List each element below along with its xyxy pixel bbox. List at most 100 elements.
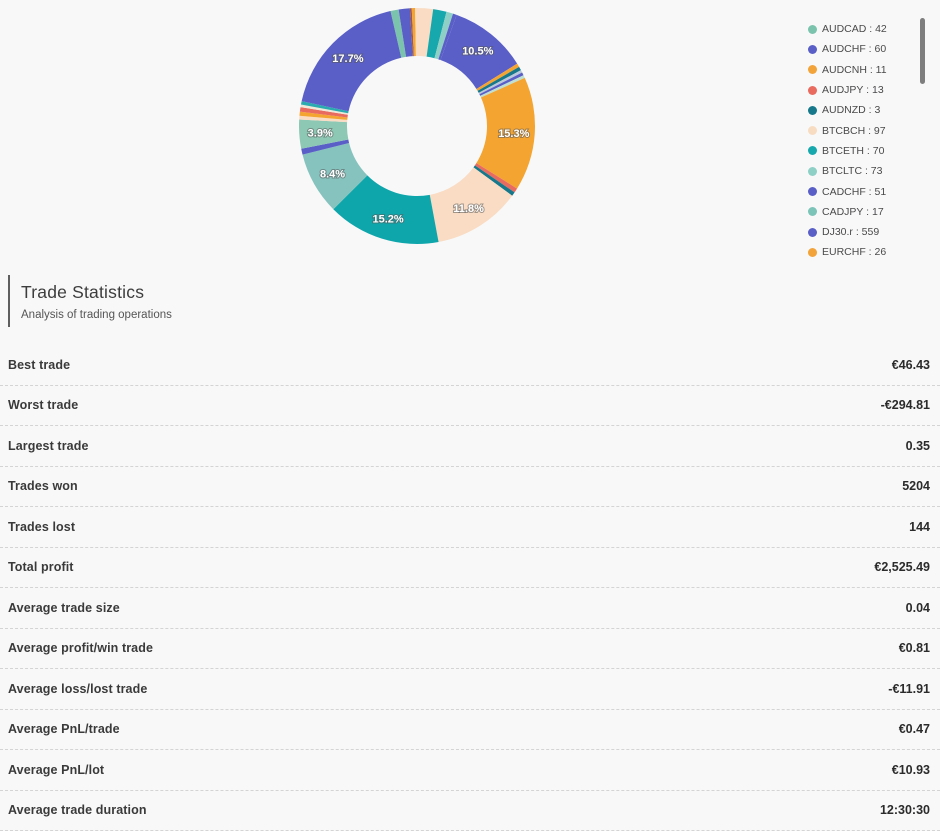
stat-label: Largest trade <box>8 438 89 453</box>
legend-color-dot <box>808 85 817 95</box>
stat-value: 5204 <box>902 479 930 494</box>
donut-slice[interactable] <box>476 63 520 91</box>
donut-slice-17.7%[interactable] <box>301 11 402 112</box>
donut-slice-8.4%[interactable] <box>302 143 368 210</box>
table-row: Average PnL/lot €10.93 <box>0 750 940 791</box>
legend-item-AUDCHF[interactable]: AUDCHF : 60 <box>808 39 904 59</box>
donut-slice-11.8%[interactable] <box>429 167 513 243</box>
donut-slice[interactable] <box>409 8 414 57</box>
donut-slice[interactable] <box>438 13 457 61</box>
legend-color-dot <box>808 24 817 34</box>
slice-percent-label: 3.9% <box>308 128 333 140</box>
donut-slice[interactable] <box>479 72 524 96</box>
stat-label: Average PnL/trade <box>8 722 120 737</box>
legend-color-dot <box>808 146 817 156</box>
stat-label: Best trade <box>8 357 71 372</box>
donut-slice[interactable] <box>415 7 434 57</box>
legend-color-dot <box>808 126 817 136</box>
table-row: Average trade duration 12:30:30 <box>0 791 940 831</box>
slice-percent-label: 15.2% <box>372 214 403 226</box>
legend-item-DJ30.r[interactable]: DJ30.r : 559 <box>808 222 904 242</box>
donut-slice-15.3%[interactable] <box>476 77 536 189</box>
stat-label: Average profit/win trade <box>8 641 154 656</box>
legend-item-label: CADCHF : 51 <box>822 185 887 198</box>
legend-item-label: DJ30.r : 559 <box>822 226 880 239</box>
legend-item-AUDCAD[interactable]: AUDCAD : 42 <box>808 19 904 39</box>
legend-item-CADCHF[interactable]: CADCHF : 51 <box>808 181 904 201</box>
table-row: Average loss/lost trade -€11.91 <box>0 669 940 710</box>
legend-item-EURCHF[interactable]: EURCHF : 26 <box>808 242 904 259</box>
stat-label: Total profit <box>8 560 74 575</box>
table-row: Average profit/win trade €0.81 <box>0 629 940 669</box>
donut-slice[interactable] <box>480 75 525 98</box>
legend-item-label: BTCBCH : 97 <box>822 124 886 137</box>
donut-slice-15.2%[interactable] <box>333 175 439 244</box>
stat-value: €46.43 <box>891 357 930 372</box>
table-row: Best trade €46.43 <box>0 345 940 386</box>
legend-scrollbar-thumb[interactable] <box>920 18 925 84</box>
donut-slice-3.9%[interactable] <box>299 119 349 149</box>
legend-color-dot <box>808 227 817 237</box>
stat-value: -€11.91 <box>888 681 930 696</box>
donut-slice[interactable] <box>390 9 407 58</box>
trades-per-instrument-donut-chart: 10.5% 15.3% 11.8% 15.2% 8.4% 3.9% 17.7% <box>299 7 536 244</box>
donut-slice[interactable] <box>299 115 348 123</box>
stat-label: Average PnL/lot <box>8 762 105 777</box>
donut-slice[interactable] <box>474 163 518 193</box>
stat-label: Worst trade <box>8 398 79 413</box>
legend-color-dot <box>808 105 817 115</box>
donut-slice[interactable] <box>398 8 413 57</box>
stat-value: -€294.81 <box>880 398 930 413</box>
stat-value: 0.35 <box>905 438 930 453</box>
table-row: Trades won 5204 <box>0 467 940 507</box>
table-row: Trades lost 144 <box>0 507 940 548</box>
chart-legend: AUDCAD : 42 AUDCHF : 60 AUDCNH : 11 AUDJPY … <box>808 19 904 259</box>
legend-item-AUDCNH[interactable]: AUDCNH : 11 <box>808 60 904 80</box>
stat-label: Trades won <box>8 479 78 494</box>
legend-item-label: AUDCHF : 60 <box>822 43 887 56</box>
page-subtitle: Analysis of trading operations <box>21 308 172 321</box>
donut-slice[interactable] <box>473 165 515 196</box>
slice-percent-label: 8.4% <box>320 169 345 181</box>
legend-item-AUDNZD[interactable]: AUDNZD : 3 <box>808 100 904 120</box>
legend-item-label: AUDJPY : 13 <box>822 84 884 97</box>
table-row: Average trade size 0.04 <box>0 588 940 629</box>
donut-slice-10.5%[interactable] <box>440 14 518 89</box>
page-title: Trade Statistics <box>21 281 145 302</box>
legend-item-label: AUDCNH : 11 <box>822 63 887 76</box>
stat-label: Average loss/lost trade <box>8 681 148 696</box>
legend-item-BTCLTC[interactable]: BTCLTC : 73 <box>808 161 904 181</box>
donut-slice[interactable] <box>411 8 416 57</box>
stat-value: €0.47 <box>898 722 930 737</box>
legend-item-label: BTCLTC : 73 <box>822 165 883 178</box>
slice-percent-label: 11.8% <box>453 203 484 215</box>
donut-slice[interactable] <box>300 104 349 115</box>
legend-item-label: BTCETH : 70 <box>822 144 885 157</box>
legend-item-label: EURCHF : 26 <box>822 246 887 259</box>
donut-slice[interactable] <box>299 111 348 120</box>
donut-slice[interactable] <box>477 66 521 93</box>
slice-percent-label: 15.3% <box>498 128 529 140</box>
legend-item-BTCETH[interactable]: BTCETH : 70 <box>808 141 904 161</box>
table-row: Worst trade -€294.81 <box>0 386 940 426</box>
legend-color-dot <box>808 44 817 54</box>
donut-slice[interactable] <box>478 70 523 95</box>
donut-slice[interactable] <box>299 107 348 118</box>
table-row: Average PnL/trade €0.47 <box>0 710 940 750</box>
donut-slice[interactable] <box>426 9 447 59</box>
stat-value: €0.81 <box>898 641 930 656</box>
donut-slice[interactable] <box>434 11 454 60</box>
legend-color-dot <box>808 247 817 257</box>
legend-item-label: AUDCAD : 42 <box>822 23 887 36</box>
donut-slice[interactable] <box>301 139 350 155</box>
legend-item-BTCBCH[interactable]: BTCBCH : 97 <box>808 120 904 140</box>
legend-item-AUDJPY[interactable]: AUDJPY : 13 <box>808 80 904 100</box>
donut-slice[interactable] <box>300 101 349 114</box>
legend-item-label: AUDNZD : 3 <box>822 104 881 117</box>
legend-color-dot <box>808 166 817 176</box>
stat-value: €10.93 <box>891 762 930 777</box>
legend-item-label: CADJPY : 17 <box>822 205 884 218</box>
slice-percent-label: 17.7% <box>332 53 363 65</box>
legend-item-CADJPY[interactable]: CADJPY : 17 <box>808 202 904 222</box>
slice-percent-label: 10.5% <box>462 46 493 58</box>
